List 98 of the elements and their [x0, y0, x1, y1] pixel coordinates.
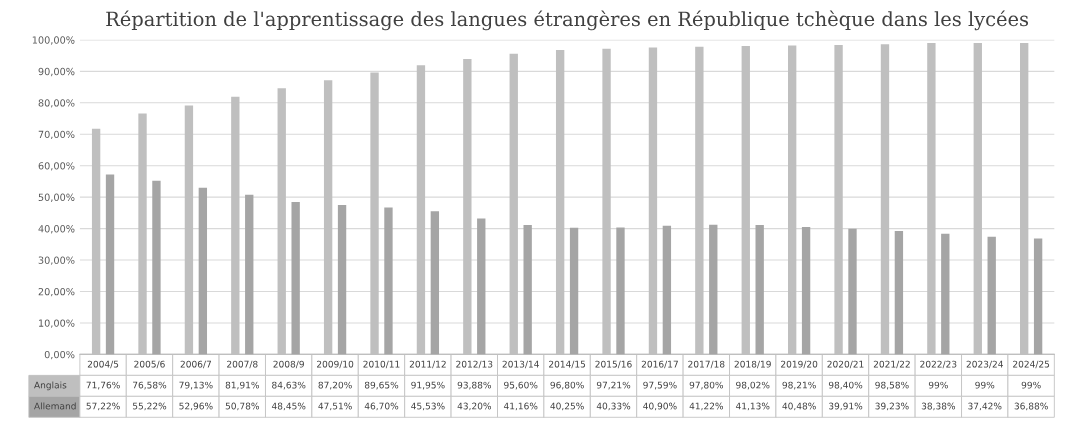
x-tick-label: 2019/20 [781, 360, 818, 369]
text: Anglais [34, 381, 67, 391]
bar [569, 227, 579, 355]
y-tick-label: 10,00% [39, 319, 75, 328]
data-label: 41,13% [735, 402, 770, 411]
data-label: 96,80% [550, 381, 584, 390]
data-label: 40,33% [596, 402, 631, 411]
text: Allemand [34, 402, 76, 410]
bar [291, 202, 300, 355]
x-tick-label: 2020/21 [827, 360, 864, 369]
data-label: 98,40% [828, 381, 863, 390]
bar [662, 225, 672, 355]
data-label: 40,90% [643, 402, 677, 411]
data-label: 46,70% [364, 402, 399, 411]
bar [152, 180, 161, 355]
x-tick-label: 2006/7 [180, 360, 211, 369]
data-label: 37,42% [968, 402, 1002, 411]
data-label: 98,58% [875, 381, 909, 390]
data-label: 39,23% [875, 402, 909, 411]
x-tick-label: 2008/9 [273, 360, 304, 369]
data-label: 48,45% [271, 402, 306, 411]
bar [709, 224, 718, 355]
data-label: 98,02% [736, 381, 770, 390]
bar [1033, 238, 1043, 355]
data-label: 97,21% [596, 381, 631, 390]
bar [894, 231, 904, 355]
y-tick-label: 70,00% [38, 130, 75, 140]
x-tick-label: 2007/8 [227, 360, 258, 369]
data-label: 99% [1021, 381, 1041, 389]
data-label: 81,91% [225, 381, 259, 390]
y-tick-label: 30,00% [38, 256, 75, 265]
data-label: 84,63% [272, 381, 306, 390]
x-tick-label: 2016/17 [641, 360, 678, 369]
x-tick-label: 2022/23 [920, 360, 957, 369]
data-label: 39,91% [829, 402, 863, 411]
bar [245, 194, 254, 355]
data-label: 40,25% [550, 402, 584, 411]
data-label: 41,22% [689, 402, 724, 411]
y-tick-label: 60,00% [38, 162, 75, 171]
data-label: 55,22% [132, 402, 167, 411]
x-tick-label: 2024/25 [1013, 360, 1050, 369]
x-tick-label: 2009/10 [317, 360, 354, 369]
data-label: 87,20% [318, 381, 352, 390]
x-tick-label: 2021/22 [873, 360, 910, 369]
data-label: 99% [975, 381, 995, 389]
y-tick-label: 20,00% [38, 287, 75, 297]
chart-title: Répartition de l'apprentissage des langues étrangères en République tchèque dans les lycées [106, 10, 1029, 31]
x-tick-label: 2015/16 [595, 360, 632, 369]
y-tick-label: 80,00% [38, 99, 75, 108]
bar [755, 225, 764, 355]
data-label: 57,22% [86, 402, 120, 411]
x-tick-label: 2017/18 [688, 360, 725, 369]
y-tick-label: 90,00% [38, 67, 75, 77]
data-label: 93,88% [457, 381, 492, 390]
bar [523, 224, 532, 355]
x-tick-label: 2012/13 [456, 360, 493, 369]
y-tick-label: 0,00% [44, 350, 75, 360]
data-label: 40,48% [782, 402, 816, 411]
bar [801, 227, 811, 355]
bar [941, 233, 950, 355]
x-tick-label: 2014/15 [549, 360, 586, 369]
x-tick-label: 2010/11 [363, 360, 400, 369]
data-label: 97,80% [689, 381, 724, 390]
data-label: 89,65% [364, 381, 399, 390]
bar [384, 207, 393, 355]
x-tick-label: 2013/14 [502, 360, 539, 369]
data-label: 95,60% [504, 381, 538, 390]
bar [848, 228, 857, 355]
y-tick-label: 40,00% [38, 225, 75, 234]
data-label: 38,38% [921, 402, 956, 411]
bar [616, 227, 625, 355]
data-label: 99% [928, 381, 948, 389]
data-label: 52,96% [179, 402, 213, 411]
bar [337, 204, 347, 355]
x-tick-label: 2018/19 [734, 360, 771, 369]
data-label: 43,20% [457, 402, 492, 411]
data-label: 76,58% [133, 381, 167, 390]
data-label: 91,95% [411, 381, 445, 390]
data-label: 98,21% [782, 381, 816, 390]
data-label: 47,51% [318, 402, 352, 411]
y-tick-label: 100,00% [32, 36, 75, 45]
bar [105, 174, 115, 355]
data-label: 71,76% [86, 381, 120, 390]
bar [198, 187, 208, 355]
bar [477, 218, 486, 355]
x-tick-label: 2023/24 [966, 360, 1003, 369]
x-tick-label: 2004/5 [87, 360, 119, 369]
y-tick-label: 50,00% [38, 193, 75, 202]
data-label: 45,53% [411, 402, 445, 411]
x-tick-label: 2011/12 [409, 360, 446, 369]
bar [987, 236, 996, 355]
data-label: 79,13% [179, 381, 213, 390]
data-label: 50,78% [225, 402, 259, 411]
bar [430, 211, 440, 355]
data-label: 36,88% [1014, 402, 1048, 411]
x-tick-label: 2005/6 [134, 360, 165, 369]
data-label: 41,16% [503, 402, 538, 411]
data-label: 97,59% [643, 381, 677, 390]
